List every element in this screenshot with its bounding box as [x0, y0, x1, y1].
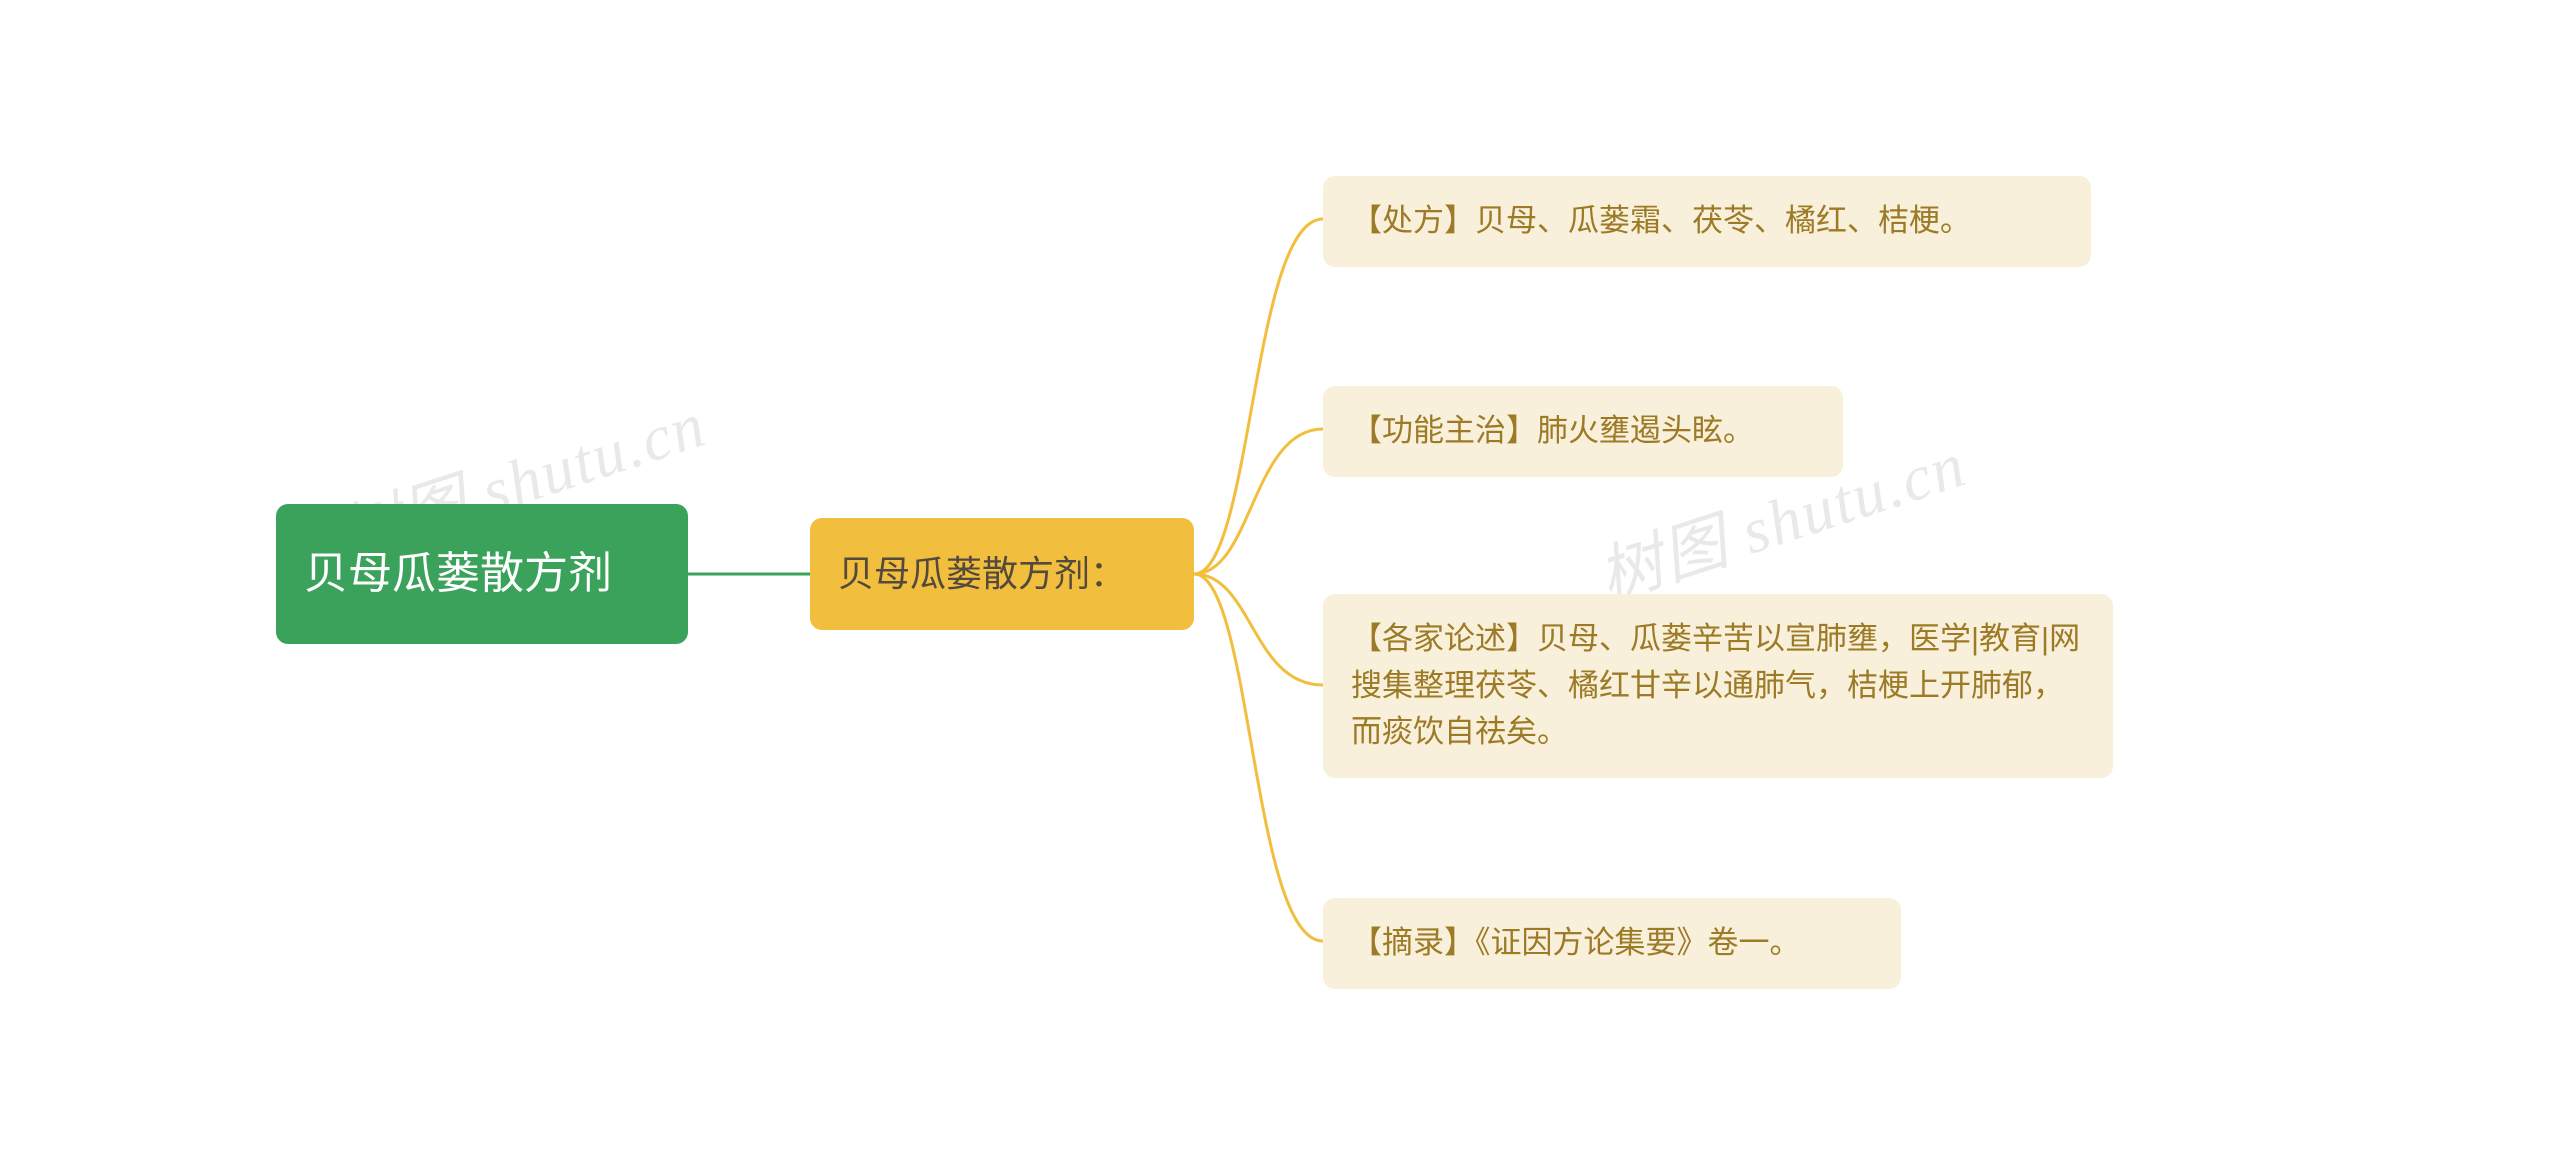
leaf-node[interactable]: 【各家论述】贝母、瓜蒌辛苦以宣肺壅，医学|教育|网搜集整理茯苓、橘红甘辛以通肺气… — [1323, 594, 2113, 778]
leaf-node[interactable]: 【功能主治】肺火壅遏头眩。 — [1323, 386, 1843, 477]
leaf-node[interactable]: 【摘录】《证因方论集要》卷一。 — [1323, 898, 1901, 989]
leaf-node[interactable]: 【处方】贝母、瓜蒌霜、茯苓、橘红、桔梗。 — [1323, 176, 2091, 267]
leaf-label: 【处方】贝母、瓜蒌霜、茯苓、橘红、桔梗。 — [1351, 198, 1971, 245]
sub-label: 贝母瓜蒌散方剂： — [838, 547, 1126, 601]
leaf-label: 【功能主治】肺火壅遏头眩。 — [1351, 408, 1754, 455]
leaf-label: 【各家论述】贝母、瓜蒌辛苦以宣肺壅，医学|教育|网搜集整理茯苓、橘红甘辛以通肺气… — [1351, 616, 2085, 756]
root-label: 贝母瓜蒌散方剂 — [304, 541, 612, 607]
leaf-label: 【摘录】《证因方论集要》卷一。 — [1351, 920, 1801, 967]
sub-node[interactable]: 贝母瓜蒌散方剂： — [810, 518, 1194, 630]
root-node[interactable]: 贝母瓜蒌散方剂 — [276, 504, 688, 644]
mindmap-canvas: 树图 shutu.cn 树图 shutu.cn 贝母瓜蒌散方剂 贝母瓜蒌散方剂：… — [0, 0, 2560, 1167]
